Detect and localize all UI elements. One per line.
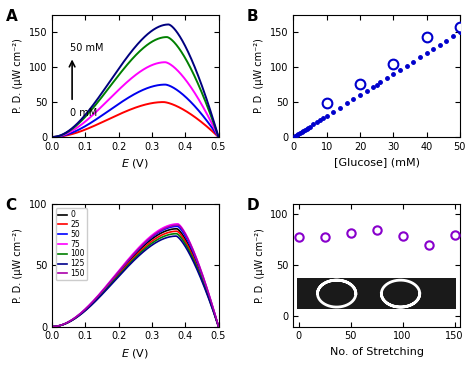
Y-axis label: P. D. (μW cm⁻²): P. D. (μW cm⁻²) xyxy=(13,39,23,113)
X-axis label: $E$ (V): $E$ (V) xyxy=(121,347,149,360)
Y-axis label: P. D. (μW cm⁻²): P. D. (μW cm⁻²) xyxy=(255,228,264,303)
X-axis label: No. of Stretching: No. of Stretching xyxy=(329,347,424,357)
Text: 50 mM: 50 mM xyxy=(71,43,104,53)
Text: A: A xyxy=(6,8,18,23)
Text: C: C xyxy=(6,198,17,213)
Text: 0 mM: 0 mM xyxy=(71,108,98,118)
Text: B: B xyxy=(247,8,258,23)
X-axis label: $E$ (V): $E$ (V) xyxy=(121,157,149,170)
Y-axis label: P. D. (μW cm⁻²): P. D. (μW cm⁻²) xyxy=(13,228,23,303)
Legend: 0, 25, 50, 75, 100, 125, 150: 0, 25, 50, 75, 100, 125, 150 xyxy=(56,208,87,280)
Text: D: D xyxy=(247,198,259,213)
Y-axis label: P. D. (μW cm⁻²): P. D. (μW cm⁻²) xyxy=(255,39,264,113)
X-axis label: [Glucose] (mM): [Glucose] (mM) xyxy=(334,157,419,167)
